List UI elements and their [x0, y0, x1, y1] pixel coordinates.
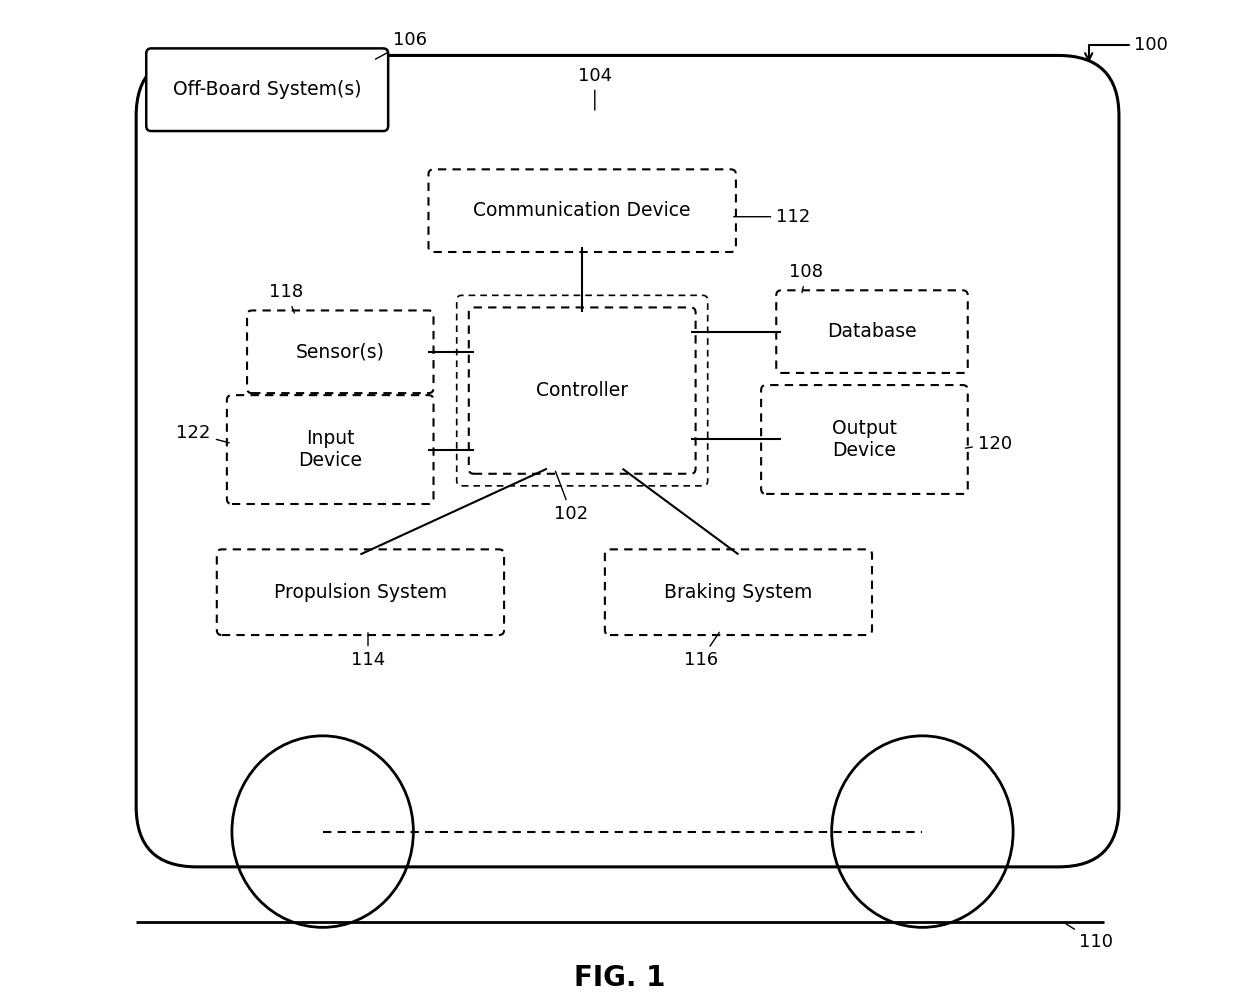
- Text: 110: 110: [1066, 923, 1112, 952]
- FancyBboxPatch shape: [776, 290, 967, 373]
- FancyBboxPatch shape: [217, 549, 505, 635]
- Text: 104: 104: [578, 67, 611, 110]
- Text: Input
Device: Input Device: [298, 429, 362, 470]
- Text: Sensor(s): Sensor(s): [296, 343, 384, 361]
- Text: 108: 108: [790, 263, 823, 292]
- Text: 106: 106: [376, 31, 428, 59]
- Text: Off-Board System(s): Off-Board System(s): [172, 81, 361, 99]
- Text: Braking System: Braking System: [665, 583, 812, 602]
- Text: Controller: Controller: [536, 381, 629, 400]
- FancyBboxPatch shape: [247, 310, 434, 393]
- Text: 120: 120: [966, 434, 1012, 453]
- Text: 122: 122: [176, 424, 229, 443]
- Text: 102: 102: [554, 472, 589, 523]
- Text: 116: 116: [683, 632, 719, 669]
- Text: Communication Device: Communication Device: [474, 202, 691, 220]
- Text: 114: 114: [351, 633, 386, 669]
- Text: 100: 100: [1085, 36, 1168, 60]
- FancyBboxPatch shape: [605, 549, 872, 635]
- FancyBboxPatch shape: [469, 307, 696, 474]
- Text: Database: Database: [827, 323, 916, 341]
- FancyBboxPatch shape: [136, 55, 1118, 867]
- Text: 118: 118: [269, 283, 304, 312]
- Text: Propulsion System: Propulsion System: [274, 583, 446, 602]
- Text: 112: 112: [734, 208, 811, 226]
- FancyBboxPatch shape: [227, 395, 434, 504]
- FancyBboxPatch shape: [429, 169, 735, 252]
- FancyBboxPatch shape: [146, 48, 388, 131]
- FancyBboxPatch shape: [456, 295, 708, 486]
- FancyBboxPatch shape: [761, 385, 967, 494]
- Text: FIG. 1: FIG. 1: [574, 964, 666, 992]
- Text: Output
Device: Output Device: [832, 419, 897, 460]
